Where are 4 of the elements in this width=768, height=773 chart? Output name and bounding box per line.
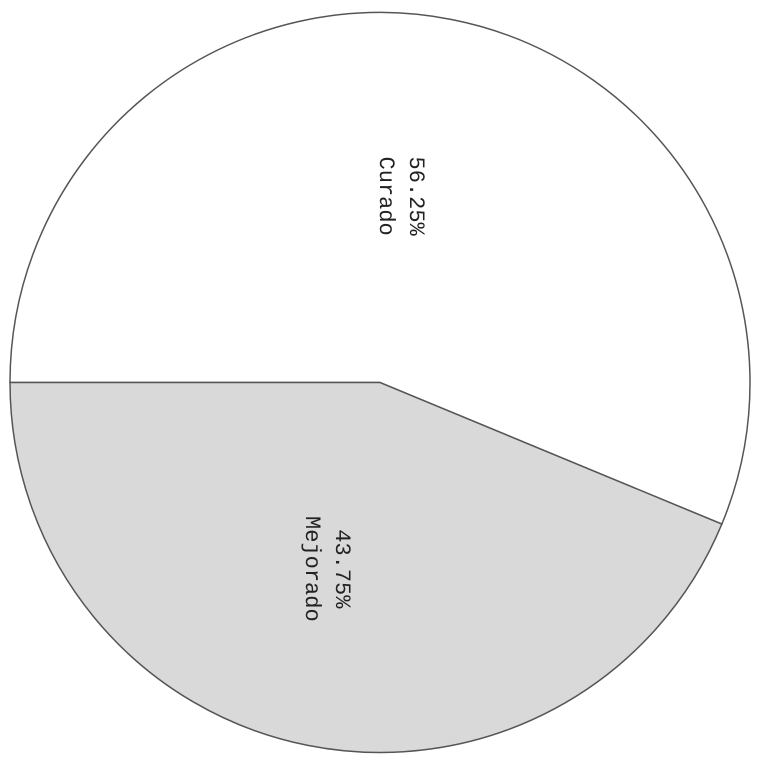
slice-label: Mejorado (298, 516, 324, 622)
data-label: 43.75% (328, 529, 354, 610)
slice-label: Curado (373, 156, 398, 236)
data-label: 56.25% (403, 156, 428, 237)
